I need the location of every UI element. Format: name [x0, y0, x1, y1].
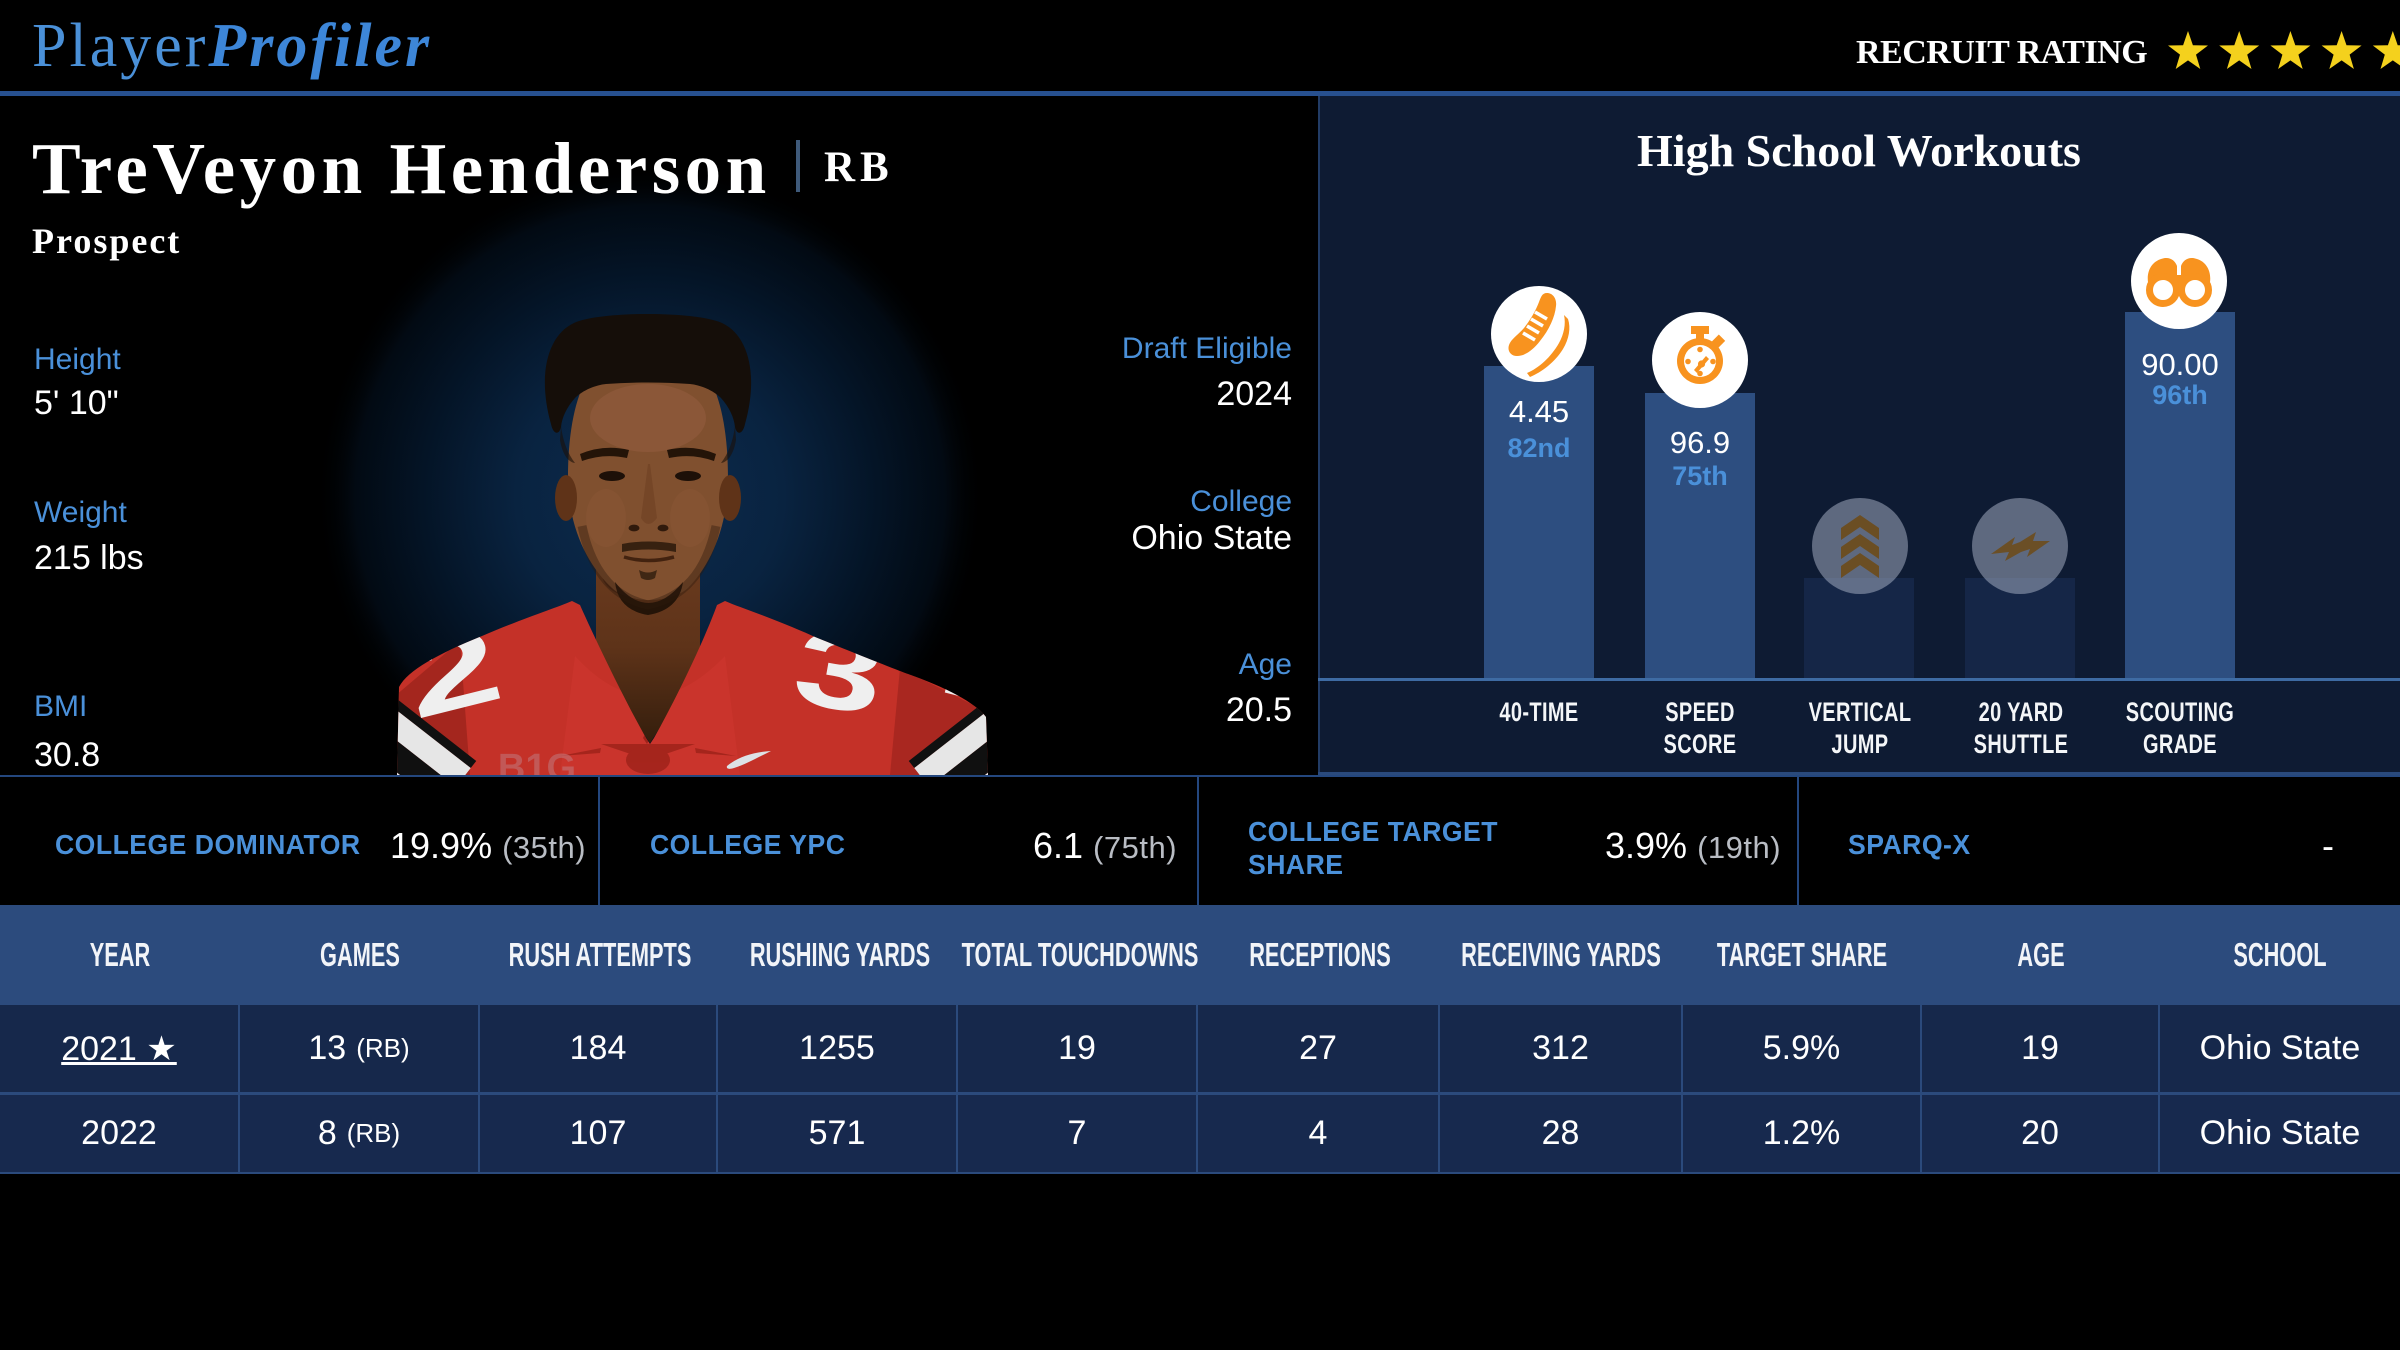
svg-text:B1G: B1G — [498, 747, 576, 775]
